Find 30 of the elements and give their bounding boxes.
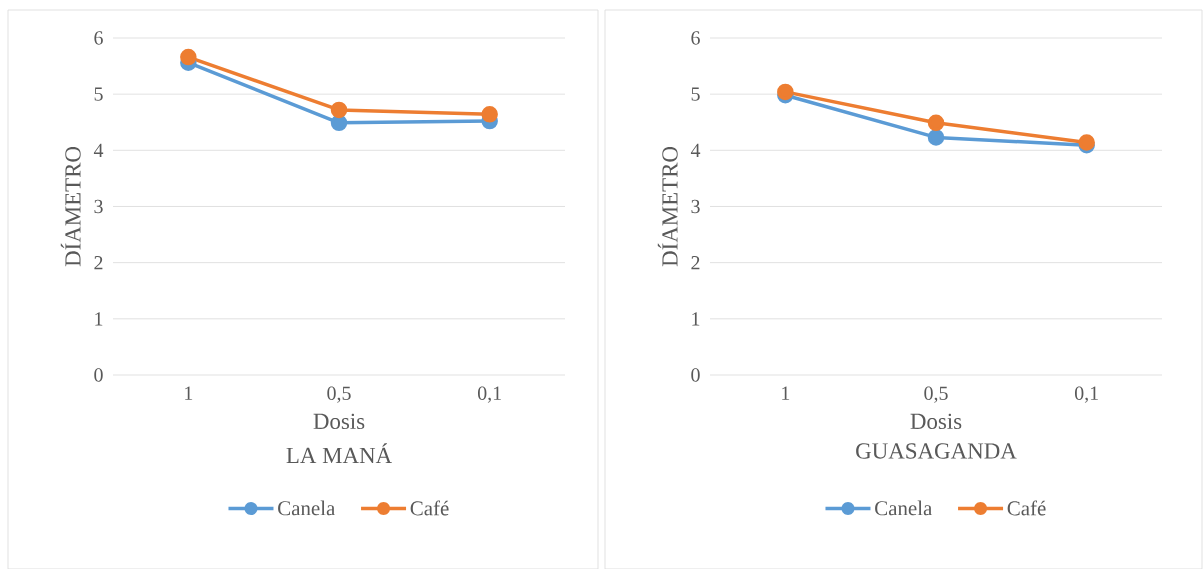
x-tick-label: 0,5 [924,386,948,403]
x-tick-label: 0,1 [477,386,501,403]
y-tick-label: 3 [94,199,103,214]
x-tick-label: 1 [782,386,790,400]
text: GUASAGANDA [856,443,1017,459]
y-tick-label: 1 [95,312,103,326]
legend-label: Café [1007,500,1046,516]
legend-label: Canela [875,500,933,516]
y-tick-label: 2 [691,256,700,270]
y-tick-label: 0 [94,368,103,382]
x-tick-label: 0,1 [1074,386,1098,403]
y-tick-label: 6 [691,31,700,45]
y-tick-label: 5 [691,87,700,101]
y-tick-label: 0 [691,368,700,382]
y-tick-label: 2 [94,256,103,270]
legend-label: Canela [278,500,336,516]
y-axis-title: DÍAMETRO [657,146,678,267]
y-tick-label: 1 [692,312,700,326]
text: LA MANÁ [286,443,392,463]
y-tick-label: 4 [93,143,104,157]
x-tick-label: 1 [185,386,193,400]
x-axis-title: Dosis [910,413,962,430]
y-tick-label: 5 [94,87,103,101]
y-axis-title: DÍAMETRO [60,146,81,267]
y-tick-label: 3 [691,199,700,214]
y-tick-label: 4 [690,143,701,157]
x-tick-label: 0,5 [327,386,351,403]
legend-label: Café [410,500,449,516]
y-tick-label: 6 [94,31,103,45]
x-axis-title: Dosis [313,413,365,430]
